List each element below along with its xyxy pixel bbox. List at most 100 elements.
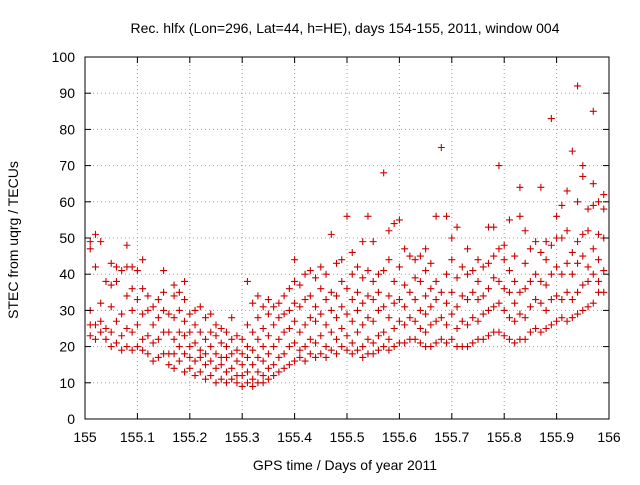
data-point: [228, 335, 236, 343]
data-point: [479, 335, 487, 343]
data-point: [118, 310, 126, 318]
data-point: [128, 328, 136, 336]
data-point: [406, 314, 414, 322]
data-point: [374, 270, 382, 278]
data-point: [191, 306, 199, 314]
data-point: [343, 332, 351, 340]
data-point: [579, 281, 587, 289]
data-point: [254, 314, 262, 322]
data-point: [458, 317, 466, 325]
data-point: [144, 292, 152, 300]
data-point: [416, 325, 424, 332]
data-point: [175, 357, 183, 365]
data-point: [154, 335, 162, 343]
data-point: [448, 310, 456, 318]
data-point: [196, 346, 204, 354]
data-point: [422, 245, 430, 253]
data-point: [422, 328, 430, 336]
data-point: [128, 263, 136, 271]
data-point: [312, 353, 320, 361]
data-point: [595, 230, 603, 238]
data-point: [390, 325, 398, 332]
data-point: [306, 267, 314, 275]
data-point: [474, 296, 482, 304]
data-point: [495, 299, 503, 307]
x-tick-label: 155.7: [434, 429, 469, 445]
data-point: [243, 321, 251, 329]
data-point: [568, 296, 576, 304]
data-point: [458, 292, 466, 300]
data-point: [374, 346, 382, 354]
data-point: [296, 328, 304, 336]
data-point: [574, 82, 582, 90]
data-point: [259, 357, 267, 365]
data-point: [264, 296, 272, 304]
data-point: [296, 346, 304, 354]
data-point: [196, 303, 204, 311]
data-point: [416, 339, 424, 347]
data-point: [432, 296, 440, 304]
data-point: [207, 328, 215, 336]
x-tick-label: 155: [73, 429, 97, 445]
x-tick-label: 155.1: [120, 429, 155, 445]
data-point: [427, 303, 435, 311]
data-point: [369, 350, 377, 358]
data-point: [238, 372, 246, 380]
data-point: [333, 292, 341, 300]
data-point: [86, 332, 94, 340]
data-point: [144, 332, 152, 340]
data-point: [322, 343, 330, 351]
data-point: [385, 256, 393, 264]
data-point: [448, 288, 456, 296]
data-point: [259, 372, 267, 380]
data-point: [532, 296, 540, 304]
data-point: [406, 252, 414, 260]
data-point: [228, 364, 236, 372]
data-point: [348, 270, 356, 278]
data-point: [217, 325, 225, 332]
data-point: [532, 325, 540, 332]
data-point: [207, 357, 215, 365]
data-point: [443, 299, 451, 307]
data-point: [574, 198, 582, 206]
data-point: [228, 314, 236, 322]
data-point: [333, 335, 341, 343]
data-point: [568, 248, 576, 256]
data-point: [327, 230, 335, 238]
data-point: [495, 162, 503, 170]
data-point: [505, 267, 513, 275]
data-point: [353, 328, 361, 336]
data-point: [353, 306, 361, 314]
data-point: [563, 187, 571, 195]
data-point: [285, 325, 293, 332]
data-point: [369, 277, 377, 285]
data-point: [181, 350, 189, 358]
data-point: [86, 238, 94, 246]
data-point: [285, 306, 293, 314]
data-point: [395, 263, 403, 271]
data-point: [469, 339, 477, 347]
data-point: [385, 335, 393, 343]
x-tick-label: 155.4: [277, 429, 312, 445]
data-point: [91, 230, 99, 238]
data-point: [589, 180, 597, 188]
data-point: [416, 252, 424, 260]
data-point: [490, 303, 498, 311]
data-point: [553, 212, 561, 220]
data-point: [327, 346, 335, 354]
data-point: [275, 314, 283, 322]
data-point: [511, 299, 519, 307]
data-point: [401, 303, 409, 311]
data-point: [212, 364, 220, 372]
data-point: [390, 277, 398, 285]
data-point: [191, 339, 199, 347]
data-point: [139, 285, 147, 293]
data-point: [401, 321, 409, 329]
data-point: [322, 353, 330, 361]
data-point: [600, 288, 608, 296]
x-tick-label: 155.8: [487, 429, 522, 445]
data-point: [338, 343, 346, 351]
data-point: [243, 379, 251, 387]
data-point: [107, 328, 115, 336]
data-point: [270, 372, 278, 380]
